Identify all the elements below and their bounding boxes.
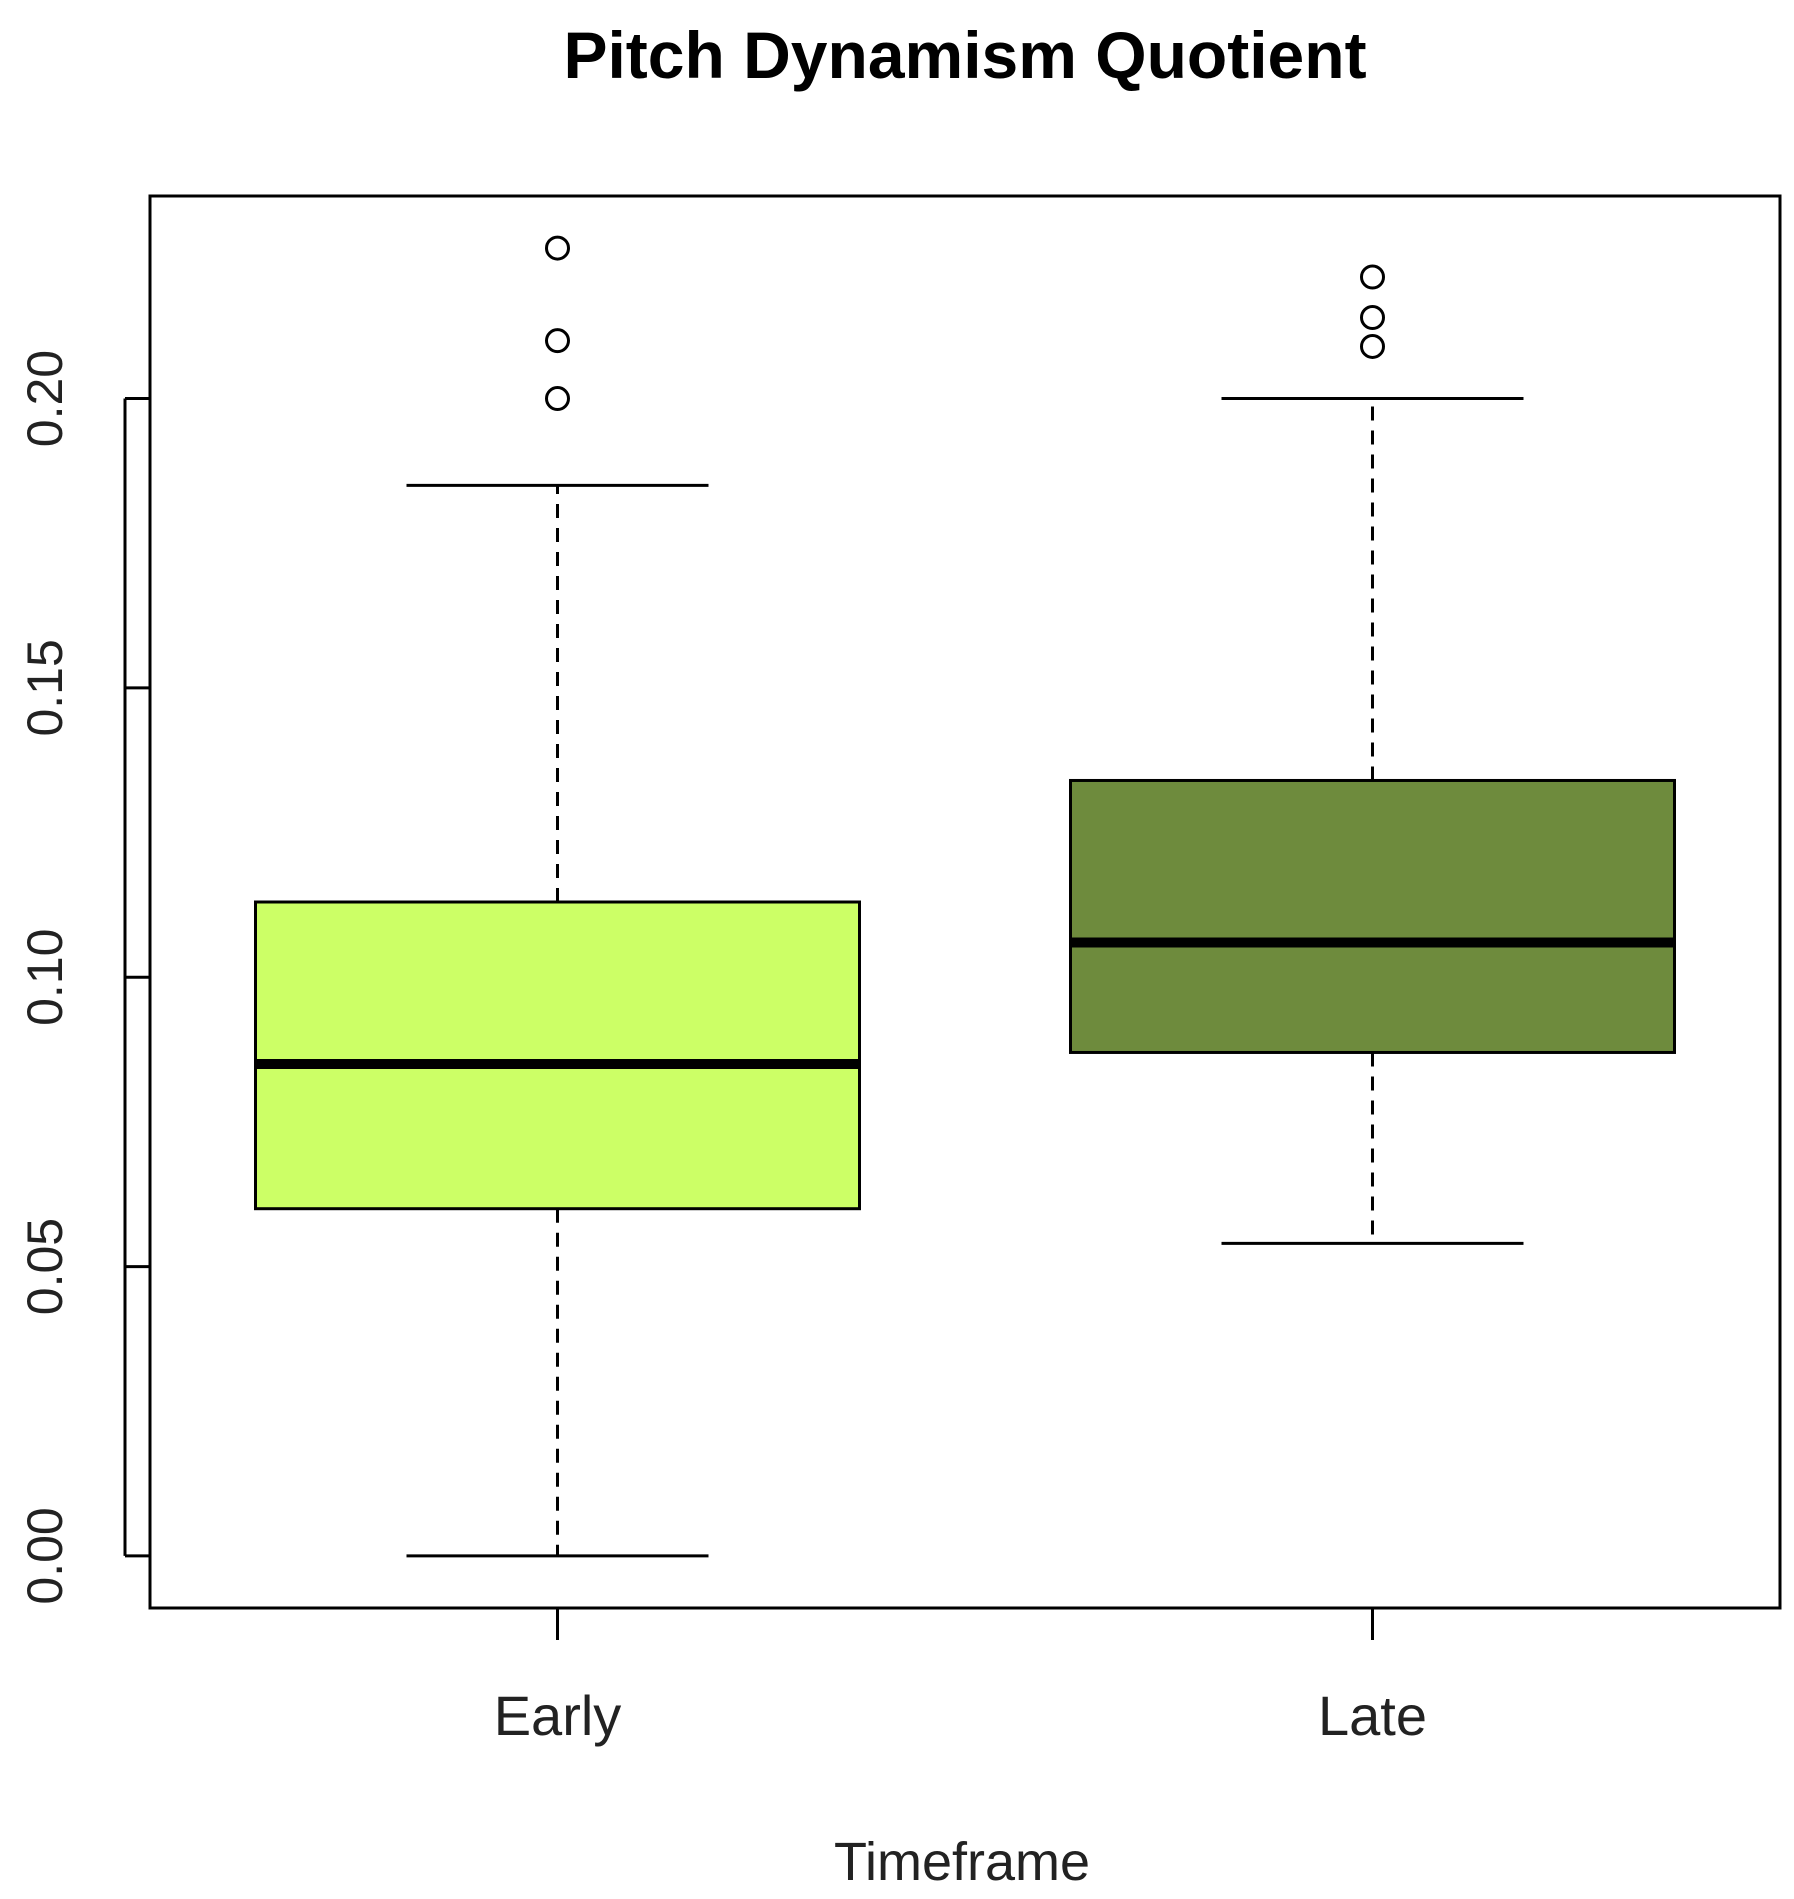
outlier-point (1360, 264, 1385, 290)
iqr-box (1069, 778, 1676, 1054)
box-group-early (254, 235, 861, 1558)
box-group-late (1069, 264, 1676, 1245)
x-axis-title: Timeframe (834, 1832, 1090, 1892)
boxes (254, 235, 1676, 1558)
y-tick-label: 0.00 (17, 1507, 73, 1604)
chart-title: Pitch Dynamism Quotient (563, 18, 1366, 92)
outlier-point (545, 328, 570, 354)
x-axis: Early Late (494, 1608, 1427, 1747)
y-tick-label: 0.10 (17, 929, 73, 1026)
iqr-box (254, 900, 861, 1211)
outlier-point (545, 386, 570, 412)
y-tick-label: 0.15 (17, 639, 73, 736)
x-tick-label: Early (494, 1684, 622, 1747)
y-axis: 0.00 0.05 0.10 0.15 0.20 (17, 350, 150, 1605)
x-tick-label: Late (1318, 1684, 1427, 1747)
outlier-point (545, 235, 570, 261)
plot-frame (148, 194, 1782, 1610)
y-tick-label: 0.20 (17, 350, 73, 447)
outlier-point (1360, 305, 1385, 331)
outlier-point (1360, 333, 1385, 359)
y-tick-label: 0.05 (17, 1218, 73, 1315)
